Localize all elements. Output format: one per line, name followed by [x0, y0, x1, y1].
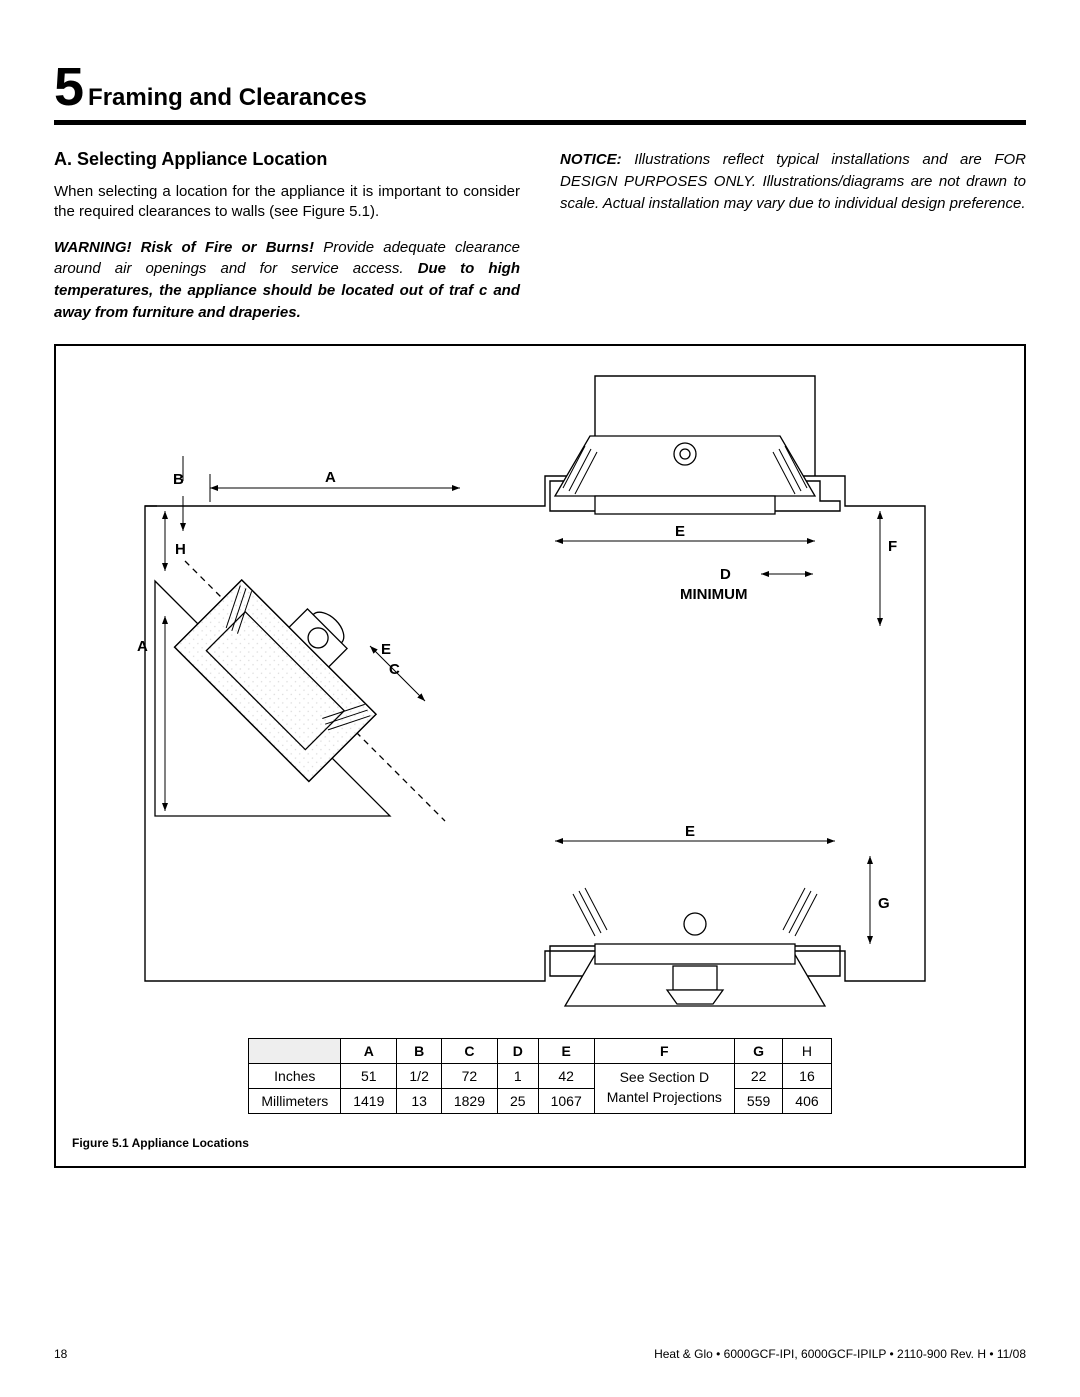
table-row: Millimeters 1419 13 1829 25 1067 559 406	[249, 1088, 831, 1113]
cell: 1829	[441, 1088, 497, 1113]
cell-F-merged: See Section D Mantel Projections	[594, 1063, 734, 1113]
warning-lead: WARNING! Risk of Fire or Burns!	[54, 239, 314, 256]
lbl-F: F	[888, 538, 897, 555]
f-line2: Mantel Projections	[607, 1089, 722, 1105]
cell: 72	[441, 1063, 497, 1088]
cell: 1/2	[397, 1063, 441, 1088]
cell: 42	[538, 1063, 594, 1088]
section-number: 5	[54, 60, 84, 114]
section-header: 5 Framing and Clearances	[54, 60, 1026, 125]
lbl-G: G	[878, 895, 890, 912]
doc-id: Heat & Glo • 6000GCF-IPI, 6000GCF-IPILP …	[654, 1347, 1026, 1361]
intro-paragraph: When selecting a location for the applia…	[54, 182, 520, 223]
lbl-E-top: E	[675, 523, 685, 540]
cell: 51	[341, 1063, 397, 1088]
cell: 25	[498, 1088, 539, 1113]
th-blank	[249, 1038, 341, 1063]
th-A: A	[341, 1038, 397, 1063]
cell: 16	[783, 1063, 831, 1088]
intro-columns: A. Selecting Appliance Location When sel…	[54, 149, 1026, 324]
diagram: B A H A E C E D MINIMUM F E G	[125, 356, 955, 1016]
th-G: G	[734, 1038, 782, 1063]
th-D: D	[498, 1038, 539, 1063]
table-row: Inches 51 1/2 72 1 42 See Section DMante…	[249, 1063, 831, 1088]
dimensions-table: A B C D E F G H Inches 51 1/2 72 1 42 Se…	[248, 1038, 831, 1114]
right-col: NOTICE: Illustrations reflect typical in…	[560, 149, 1026, 324]
page-number: 18	[54, 1347, 67, 1361]
lbl-min: MINIMUM	[680, 586, 748, 603]
warning-paragraph: WARNING! Risk of Fire or Burns! Provide …	[54, 237, 520, 324]
cell: 22	[734, 1063, 782, 1088]
page-footer: 18 Heat & Glo • 6000GCF-IPI, 6000GCF-IPI…	[54, 1347, 1026, 1361]
lbl-A-left: A	[137, 638, 148, 655]
cell: 1419	[341, 1088, 397, 1113]
lbl-A-top: A	[325, 469, 336, 486]
cell: 406	[783, 1088, 831, 1113]
th-F: F	[594, 1038, 734, 1063]
lbl-D: D	[720, 566, 731, 583]
dimensions-table-wrap: A B C D E F G H Inches 51 1/2 72 1 42 Se…	[72, 1038, 1008, 1114]
th-C: C	[441, 1038, 497, 1063]
f-line1: See Section D	[620, 1069, 710, 1085]
appliance-diagram-svg: B A H A E C E D MINIMUM F E G	[125, 356, 955, 1016]
cell: 1067	[538, 1088, 594, 1113]
table-header-row: A B C D E F G H	[249, 1038, 831, 1063]
lbl-E-diag: E	[381, 641, 391, 658]
th-B: B	[397, 1038, 441, 1063]
subheading-a: A. Selecting Appliance Location	[54, 149, 520, 170]
notice-body: Illustrations reflect typical installati…	[560, 151, 1026, 212]
figure-caption: Figure 5.1 Appliance Locations	[72, 1136, 1008, 1150]
figure-box: B A H A E C E D MINIMUM F E G A B C	[54, 344, 1026, 1168]
notice-paragraph: NOTICE: Illustrations reflect typical in…	[560, 149, 1026, 214]
notice-lead: NOTICE:	[560, 151, 622, 168]
lbl-B: B	[173, 471, 184, 488]
lbl-C: C	[389, 661, 400, 678]
row-label-mm: Millimeters	[249, 1088, 341, 1113]
lbl-E-bot: E	[685, 823, 695, 840]
cell: 1	[498, 1063, 539, 1088]
section-title: Framing and Clearances	[88, 86, 367, 116]
left-col: A. Selecting Appliance Location When sel…	[54, 149, 520, 324]
th-E: E	[538, 1038, 594, 1063]
th-H: H	[783, 1038, 831, 1063]
cell: 13	[397, 1088, 441, 1113]
lbl-H: H	[175, 541, 186, 558]
cell: 559	[734, 1088, 782, 1113]
row-label-inches: Inches	[249, 1063, 341, 1088]
